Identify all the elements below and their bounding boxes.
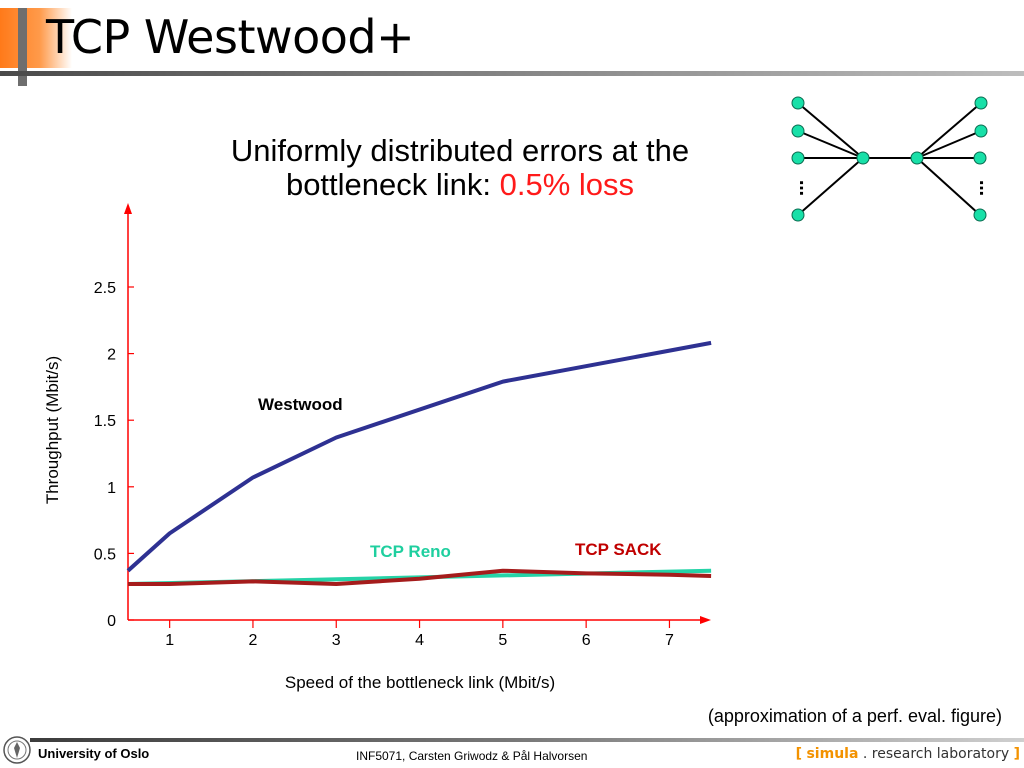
x-tick-label: 1 (165, 632, 174, 649)
chart-axes (124, 203, 711, 624)
ellipsis-left: … (796, 180, 815, 196)
simula-logo: [ simula . research laboratory ] (796, 746, 1020, 762)
x-axis-label: Speed of the bottleneck link (Mbit/s) (285, 673, 555, 692)
x-tick-label: 5 (498, 632, 507, 649)
y-tick-label: 1.5 (94, 413, 116, 430)
university-seal-icon (3, 736, 31, 764)
x-tick-label: 6 (582, 632, 591, 649)
simula-bracket-open: [ (795, 746, 803, 762)
sender-node (791, 208, 805, 222)
tcp-reno-series-label: TCP Reno (370, 542, 451, 561)
x-axis-arrow (700, 616, 711, 624)
topology-links (797, 102, 982, 216)
topology-link (916, 130, 982, 159)
topology-link (797, 157, 864, 216)
simula-dot: . (862, 746, 868, 762)
westwood-series-line (126, 340, 712, 573)
subtitle-line-2: bottleneck link: (285, 167, 500, 202)
topology-link (916, 102, 982, 159)
tcp-sack-series-label: TCP SACK (575, 540, 662, 559)
receiver-node (973, 208, 987, 222)
chart-ticks: 0 0.5 1 1.5 2 2.5 1 2 3 4 5 6 7 (94, 280, 674, 649)
footer-divider (30, 738, 1024, 742)
receiver-node (974, 96, 988, 110)
simula-bracket-close: ] (1013, 746, 1020, 762)
x-tick-label: 7 (665, 632, 674, 649)
figure-footnote: (approximation of a perf. eval. figure) (707, 706, 1002, 726)
x-tick-label: 2 (248, 632, 257, 649)
tcp-sack-series-line (128, 568, 712, 586)
x-tick-label: 3 (332, 632, 341, 649)
topology-link (797, 102, 864, 159)
sender-node (791, 96, 805, 110)
slide-title: TCP Westwood+ (46, 10, 415, 64)
footer-university: University of Oslo (38, 746, 150, 761)
title-left-bar (18, 8, 27, 86)
y-tick-label: 2 (107, 347, 116, 364)
y-tick-label: 0.5 (94, 546, 116, 563)
y-axis-arrow (124, 203, 132, 214)
sender-node (791, 124, 805, 138)
subtitle-loss-highlight: 0.5% loss (499, 167, 635, 202)
x-tick-label: 4 (415, 632, 424, 649)
chart-labels: Speed of the bottleneck link (Mbit/s) Thr… (43, 356, 662, 692)
title-accent-bar (0, 8, 72, 68)
subtitle-line-1: Uniformly distributed errors at the (230, 133, 690, 168)
y-tick-label: 1 (107, 480, 116, 497)
simula-name: simula (806, 746, 859, 762)
y-tick-label: 2.5 (94, 280, 116, 297)
westwood-series-label: Westwood (258, 395, 343, 414)
chart-series (126, 340, 712, 586)
router-node-left (856, 151, 870, 165)
slide-subtitle: Uniformly distributed errors at the bott… (180, 134, 740, 202)
title-divider (0, 71, 1024, 76)
simula-rest: research laboratory (871, 746, 1010, 762)
y-tick-label: 0 (107, 613, 116, 630)
footer-course: INF5071, Carsten Griwodz & Pål Halvorsen (356, 749, 588, 763)
ellipsis-right: … (976, 180, 995, 196)
topology-link (797, 130, 864, 159)
sender-node (791, 151, 805, 165)
receiver-node (974, 124, 988, 138)
topology-link (916, 157, 981, 216)
dumbbell-topology-diagram: … … (791, 96, 995, 222)
y-axis-label: Throughput (Mbit/s) (43, 356, 62, 504)
receiver-node (973, 151, 987, 165)
router-node-right (910, 151, 924, 165)
